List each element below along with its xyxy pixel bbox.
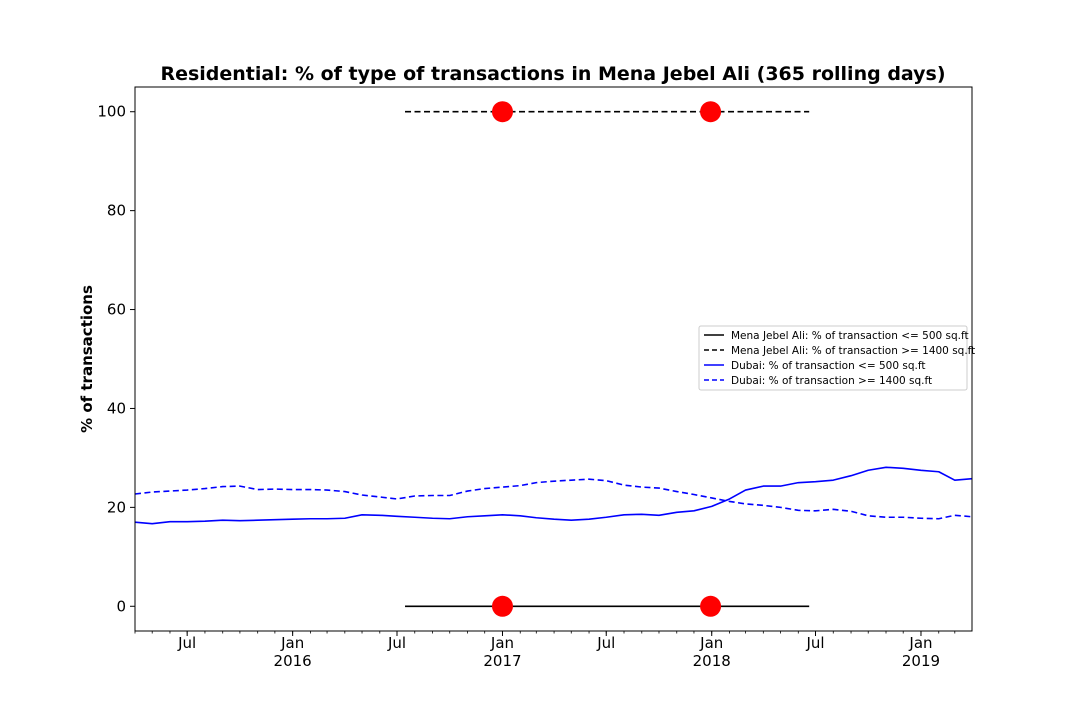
x-tick-label: Jan (490, 634, 514, 652)
chart-title: Residential: % of type of transactions i… (160, 63, 945, 85)
y-tick-label: 100 (97, 103, 126, 121)
x-tick-label: Jan (699, 634, 723, 652)
marker-point-2 (700, 101, 722, 123)
x-tick-label: Jul (177, 634, 196, 652)
x-tick-year-label: 2017 (483, 652, 521, 670)
plot-frame (134, 86, 973, 632)
y-tick-label: 80 (107, 202, 126, 220)
x-tick-label: Jul (596, 634, 615, 652)
legend-label-2: Mena Jebel Ali: % of transaction >= 1400… (731, 345, 975, 357)
x-tick-label: Jul (387, 634, 406, 652)
x-tick-label: Jan (280, 634, 304, 652)
y-tick-label: 60 (107, 301, 126, 319)
marker-point-1 (491, 101, 513, 123)
legend-label-1: Mena Jebel Ali: % of transaction <= 500 … (731, 330, 969, 342)
marker-point-3 (491, 595, 513, 617)
legend-frame (698, 325, 968, 391)
legend-label-3: Dubai: % of transaction <= 500 sq.ft (731, 360, 925, 372)
x-tick-label: Jan (908, 634, 932, 652)
x-tick-year-label: 2016 (274, 652, 312, 670)
y-tick-label: 20 (107, 498, 126, 516)
legend: Mena Jebel Ali: % of transaction <= 500 … (698, 325, 975, 391)
marker-point-4 (700, 595, 722, 617)
legend-label-4: Dubai: % of transaction >= 1400 sq.ft (731, 375, 932, 387)
x-tick-year-label: 2019 (902, 652, 940, 670)
y-tick-label: 0 (116, 597, 126, 615)
y-axis-label: % of transactions (78, 285, 96, 433)
series-line-3 (134, 466, 973, 525)
y-tick-label: 40 (107, 399, 126, 417)
x-tick-label: Jul (805, 634, 824, 652)
x-tick-year-label: 2018 (693, 652, 731, 670)
series-line-4 (134, 478, 973, 520)
